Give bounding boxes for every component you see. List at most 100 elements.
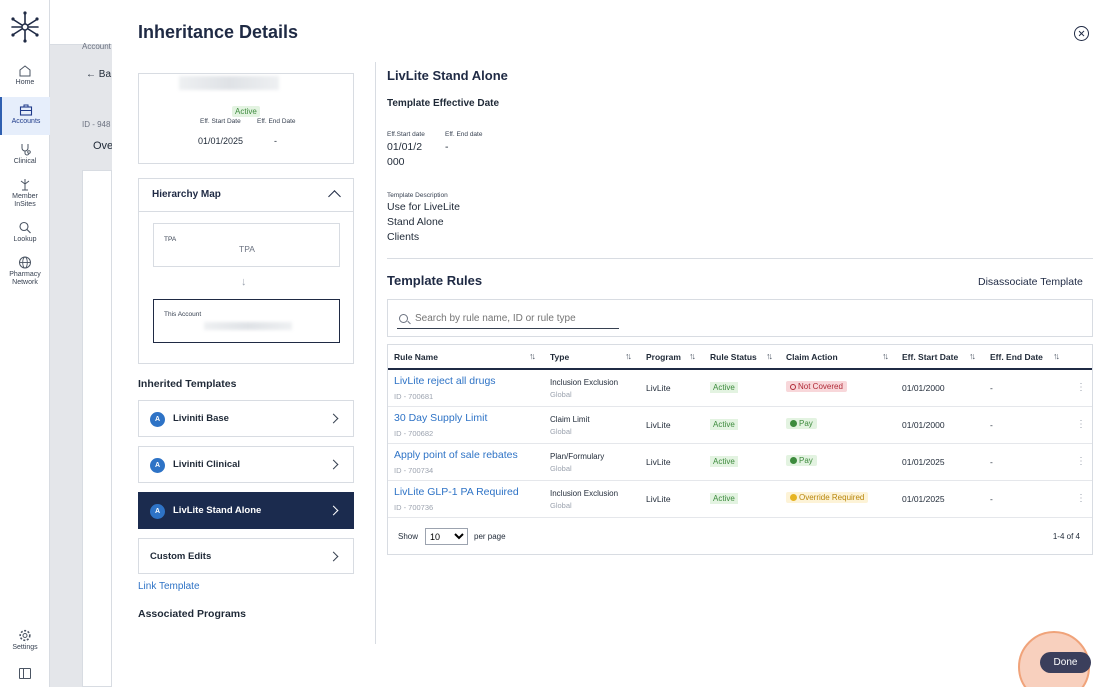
sidebar-item-clinical[interactable]: Clinical bbox=[0, 143, 50, 166]
table-pagination: Show 10 per page 1-4 of 4 bbox=[388, 523, 1092, 553]
background-breadcrumb: Account bbox=[82, 42, 111, 51]
gear-icon bbox=[19, 629, 31, 642]
claim-action-badge: Not Covered bbox=[786, 381, 847, 392]
rule-status-badge: Active bbox=[710, 419, 738, 430]
sidebar-item-settings[interactable]: Settings bbox=[0, 629, 50, 652]
associated-programs-heading: Associated Programs bbox=[138, 608, 246, 620]
table-header-divider bbox=[388, 368, 1092, 370]
template-eff-end-value: - bbox=[445, 141, 449, 153]
inheritance-details-modal: Inheritance Details Active Eff. Start Da… bbox=[112, 0, 1120, 687]
arrow-down-icon: ↓ bbox=[241, 276, 247, 288]
template-item-livlite-stand-alone[interactable]: A LivLite Stand Alone bbox=[138, 492, 354, 529]
table-row[interactable]: LivLite GLP-1 PA Required ID - 700736 In… bbox=[388, 481, 1092, 518]
column-header-rule-status[interactable]: Rule Status bbox=[710, 352, 757, 362]
sort-icon[interactable]: ↑↓ bbox=[689, 351, 696, 361]
hierarchy-map-title: Hierarchy Map bbox=[152, 189, 221, 200]
status-badge: Active bbox=[232, 106, 260, 117]
rule-program: LivLite bbox=[646, 383, 671, 393]
column-header-rule-name[interactable]: Rule Name bbox=[394, 352, 438, 362]
avatar: A bbox=[150, 412, 165, 427]
column-header-program[interactable]: Program bbox=[646, 352, 681, 362]
rule-type: Inclusion Exclusion bbox=[550, 378, 619, 387]
template-item-label: Liviniti Base bbox=[173, 413, 229, 424]
avatar: A bbox=[150, 504, 165, 519]
disassociate-template-button[interactable]: Disassociate Template bbox=[978, 276, 1083, 288]
hierarchy-node-this-account[interactable]: This Account bbox=[153, 299, 340, 343]
chevron-right-icon bbox=[328, 413, 339, 424]
globe-icon bbox=[19, 256, 31, 269]
template-item-liviniti-clinical[interactable]: A Liviniti Clinical bbox=[138, 446, 354, 483]
done-button[interactable]: Done bbox=[1040, 652, 1091, 673]
tpa-label: TPA bbox=[164, 236, 177, 243]
sidebar-item-pharmacy-network[interactable]: Pharmacy Network bbox=[0, 256, 50, 287]
sort-icon[interactable]: ↑↓ bbox=[625, 351, 632, 361]
chevron-right-icon bbox=[328, 459, 339, 470]
row-menu-icon[interactable]: ⋮ bbox=[1076, 456, 1086, 467]
column-header-type[interactable]: Type bbox=[550, 352, 570, 362]
column-header-claim-action[interactable]: Claim Action bbox=[786, 352, 838, 362]
panel-divider bbox=[375, 62, 376, 644]
sort-icon[interactable]: ↑↓ bbox=[1053, 351, 1060, 361]
column-header-eff-start-date[interactable]: Eff. Start Date bbox=[902, 352, 959, 362]
check-circle-icon bbox=[790, 420, 797, 427]
close-icon[interactable] bbox=[1074, 26, 1089, 41]
sidebar-item-accounts[interactable]: Accounts bbox=[0, 97, 50, 135]
sort-icon[interactable]: ↑↓ bbox=[969, 351, 976, 361]
template-eff-start-value: 01/01/2 000 bbox=[387, 141, 423, 168]
sidebar-item-home[interactable]: Home bbox=[0, 64, 50, 87]
eff-end-value: - bbox=[274, 136, 277, 146]
rule-name-link[interactable]: 30 Day Supply Limit bbox=[394, 412, 488, 424]
row-menu-icon[interactable]: ⋮ bbox=[1076, 493, 1086, 504]
row-menu-icon[interactable]: ⋮ bbox=[1076, 382, 1086, 393]
sidebar-item-label: Accounts bbox=[11, 118, 41, 125]
table-row[interactable]: LivLite reject all drugs ID - 700681 Inc… bbox=[388, 370, 1092, 407]
link-template-link[interactable]: Link Template bbox=[138, 581, 200, 592]
rule-id: ID - 700734 bbox=[394, 466, 434, 475]
background-id: ID - 948 bbox=[82, 120, 111, 129]
sidebar-item-label: Settings bbox=[12, 644, 38, 651]
not-covered-icon bbox=[790, 384, 796, 390]
app-logo-icon[interactable] bbox=[11, 10, 39, 44]
chevron-up-icon[interactable] bbox=[328, 190, 341, 203]
template-item-liviniti-base[interactable]: A Liviniti Base bbox=[138, 400, 354, 437]
table-row[interactable]: Apply point of sale rebates ID - 700734 … bbox=[388, 444, 1092, 481]
template-item-label: Custom Edits bbox=[150, 551, 212, 562]
modal-title: Inheritance Details bbox=[138, 22, 299, 42]
rule-eff-start: 01/01/2000 bbox=[902, 420, 945, 430]
claim-action-badge: Pay bbox=[786, 418, 817, 429]
template-effective-date-heading: Template Effective Date bbox=[387, 98, 500, 109]
claim-action-badge: Pay bbox=[786, 455, 817, 466]
collapse-sidebar-icon[interactable] bbox=[19, 668, 31, 679]
rule-name-link[interactable]: LivLite reject all drugs bbox=[394, 375, 496, 387]
left-nav-sidebar: Home Accounts Clinical Member InSites Lo… bbox=[0, 0, 50, 687]
sort-icon[interactable]: ↑↓ bbox=[882, 351, 889, 361]
redacted-account-name bbox=[204, 322, 292, 330]
column-header-eff-end-date[interactable]: Eff. End Date bbox=[990, 352, 1043, 362]
rule-program: LivLite bbox=[646, 457, 671, 467]
template-rules-table: Rule Name ↑↓ Type ↑↓ Program ↑↓ Rule Sta… bbox=[387, 344, 1093, 555]
section-divider bbox=[387, 258, 1093, 259]
hierarchy-map-panel: Hierarchy Map TPA TPA ↓ This Account bbox=[138, 178, 354, 364]
rule-search-input[interactable] bbox=[397, 309, 619, 329]
background-tab: Ove bbox=[93, 140, 112, 152]
row-menu-icon[interactable]: ⋮ bbox=[1076, 419, 1086, 430]
rule-name-link[interactable]: Apply point of sale rebates bbox=[394, 449, 518, 461]
sort-icon[interactable]: ↑↓ bbox=[529, 351, 536, 361]
tpa-value: TPA bbox=[239, 244, 255, 254]
rule-search-container bbox=[387, 299, 1093, 337]
rule-eff-end: - bbox=[990, 383, 993, 393]
rule-type: Plan/Formulary bbox=[550, 452, 605, 461]
avatar: A bbox=[150, 458, 165, 473]
per-page-select[interactable]: 10 bbox=[425, 528, 468, 545]
sidebar-item-lookup[interactable]: Lookup bbox=[0, 221, 50, 244]
rule-name-link[interactable]: LivLite GLP-1 PA Required bbox=[394, 486, 519, 498]
template-rules-heading: Template Rules bbox=[387, 273, 483, 288]
template-item-custom-edits[interactable]: Custom Edits bbox=[138, 538, 354, 574]
sidebar-item-member-insites[interactable]: Member InSites bbox=[0, 178, 50, 209]
rule-id: ID - 700681 bbox=[394, 392, 434, 401]
table-row[interactable]: 30 Day Supply Limit ID - 700682 Claim Li… bbox=[388, 407, 1092, 444]
hierarchy-node-tpa[interactable]: TPA TPA bbox=[153, 223, 340, 267]
background-back-link: ← Ba bbox=[86, 69, 112, 80]
hierarchy-map-header[interactable]: Hierarchy Map bbox=[139, 179, 353, 212]
sort-icon[interactable]: ↑↓ bbox=[766, 351, 773, 361]
